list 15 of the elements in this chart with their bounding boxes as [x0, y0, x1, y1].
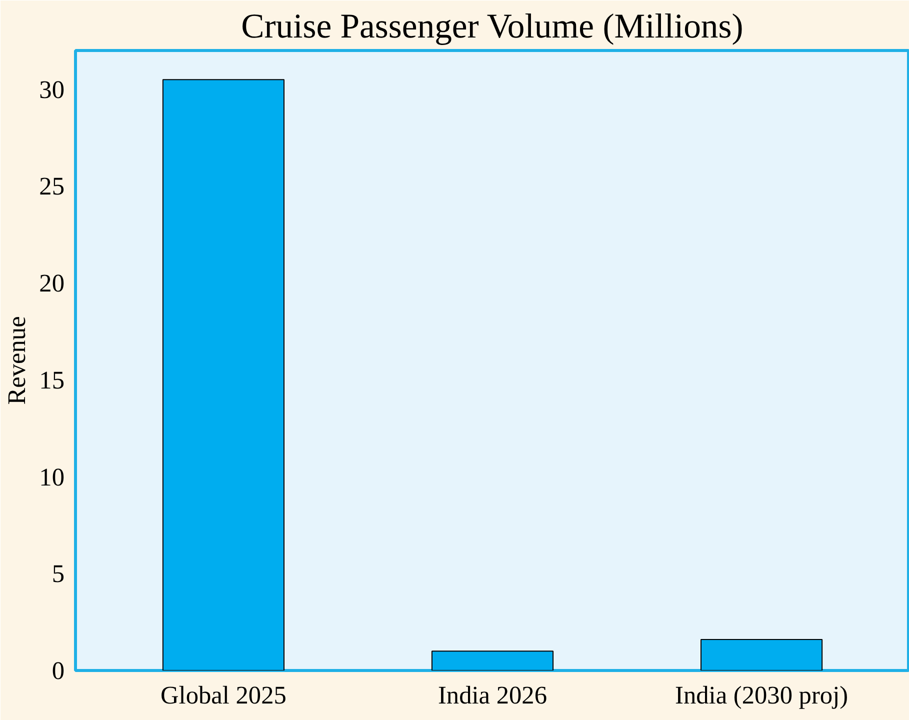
- y-tick-label: 10: [39, 463, 64, 492]
- y-tick-label: 30: [39, 76, 64, 104]
- bar: [700, 639, 823, 670]
- x-tick-label: Global 2025: [160, 682, 286, 710]
- bar: [162, 79, 284, 670]
- chart-title: Cruise Passenger Volume (Millions): [241, 8, 744, 46]
- y-tick-label: 20: [39, 270, 64, 298]
- y-tick-label: 5: [52, 560, 65, 588]
- x-tick-label: India 2026: [438, 682, 548, 710]
- y-tick-label: 25: [39, 172, 64, 201]
- y-axis-title: Revenue: [3, 316, 32, 405]
- bar: [431, 650, 554, 670]
- x-tick-label: India (2030 proj): [675, 682, 848, 710]
- y-tick-label: 15: [39, 366, 64, 394]
- y-tick-label: 0: [52, 657, 65, 685]
